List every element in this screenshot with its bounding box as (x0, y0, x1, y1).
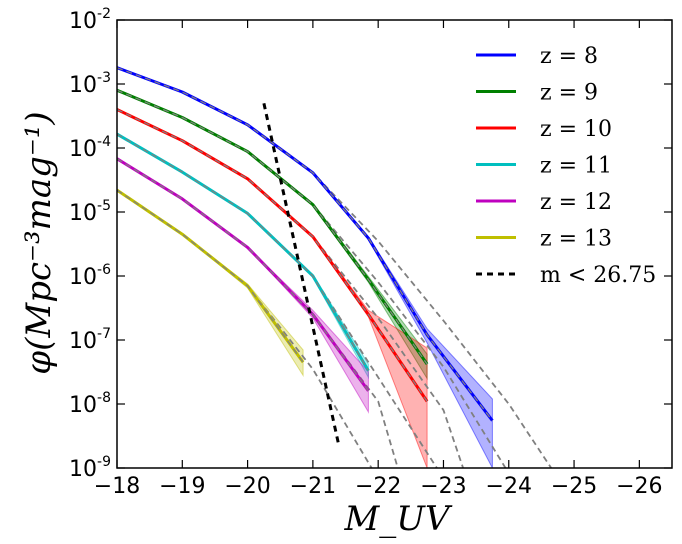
series-fit-overlay-2 (117, 108, 428, 402)
x-axis-title: M_UV (343, 499, 452, 539)
series-line-1 (117, 88, 429, 365)
x-tick-label: −18 (94, 474, 140, 499)
y-tick-label: 10-8 (69, 390, 111, 418)
x-tick-label: −20 (224, 474, 270, 499)
legend-label-1: z = 9 (540, 81, 598, 106)
y-tick-label: 10-9 (69, 454, 111, 482)
y-tick-label: 10-6 (69, 262, 111, 290)
legend-label-6: m < 26.75 (540, 263, 656, 288)
legend-label-4: z = 12 (540, 190, 612, 215)
magnitude-limit-line (262, 102, 341, 447)
series-fit-overlay-0 (117, 67, 493, 421)
fit-line-1 (117, 89, 507, 468)
fit-line-3 (117, 133, 438, 468)
y-tick-label: 10-2 (69, 6, 111, 34)
y-axis-title: φ(Mpc⁻³mag⁻¹) (19, 111, 59, 374)
x-tick-label: −26 (616, 474, 662, 499)
error-band-4 (117, 158, 369, 414)
legend-label-2: z = 10 (540, 117, 612, 142)
y-tick-label: 10-3 (69, 70, 111, 98)
legend-label-3: z = 11 (540, 154, 612, 179)
series-fit-overlay-4 (117, 158, 369, 392)
fit-line-4 (117, 157, 399, 468)
x-tick-label: −22 (355, 474, 401, 499)
y-tick-label: 10-7 (69, 326, 111, 354)
y-tick-label: 10-4 (69, 134, 111, 162)
legend-label-0: z = 8 (540, 44, 598, 69)
x-tick-label: −24 (486, 474, 532, 499)
series-line-0 (117, 66, 494, 422)
plot-frame (116, 19, 673, 469)
error-band-2 (117, 109, 428, 468)
legend-label-5: z = 13 (540, 227, 612, 252)
series-fit-overlay-5 (117, 189, 304, 363)
series-fit-overlay-3 (117, 133, 369, 372)
axes-frame (116, 19, 673, 469)
x-tick-label: −23 (420, 474, 466, 499)
y-tick-label: 10-5 (69, 198, 111, 226)
series-lines (117, 66, 494, 422)
y-axis-ticks: 10-9 10-8 10-7 10-6 10-5 10-4 10-3 10-2 (69, 6, 672, 482)
legend: z = 8 z = 9 z = 10 z = 11 z = 12 z = 13 m < 26… (476, 44, 656, 288)
x-tick-label: −19 (159, 474, 205, 499)
x-tick-label: −25 (551, 474, 597, 499)
x-axis-ticks: −18 −19 −20 −21 −22 −23 −24 −25 −26 (94, 20, 663, 499)
magnitude-limit (262, 102, 341, 447)
x-tick-label: −21 (290, 474, 336, 499)
